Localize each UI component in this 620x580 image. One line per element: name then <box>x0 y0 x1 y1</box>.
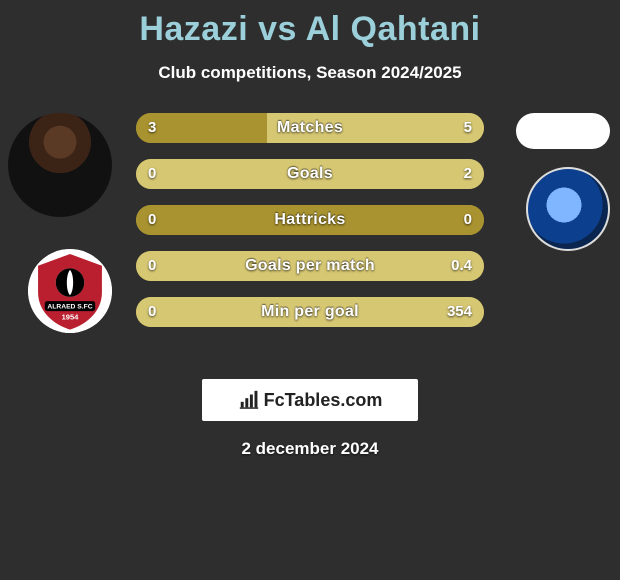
comparison-area: ALRAED S.FC 1954 3 5 Matches 0 2 Goals 0 0 Hattr… <box>0 113 620 373</box>
stat-row: 0 2 Goals <box>136 159 484 189</box>
player1-club-badge: ALRAED S.FC 1954 <box>28 249 112 333</box>
stat-value-right: 5 <box>464 113 472 143</box>
player2-flag <box>516 113 610 149</box>
stat-value-right: 354 <box>447 297 472 327</box>
stat-value-left: 0 <box>148 251 156 281</box>
player2-club-badge <box>526 167 610 251</box>
stat-label: Hattricks <box>274 211 345 228</box>
stat-value-left: 0 <box>148 205 156 235</box>
stat-row: 0 0 Hattricks <box>136 205 484 235</box>
stat-row: 0 354 Min per goal <box>136 297 484 327</box>
svg-text:1954: 1954 <box>62 313 80 322</box>
svg-text:ALRAED S.FC: ALRAED S.FC <box>47 304 92 311</box>
stat-row: 0 0.4 Goals per match <box>136 251 484 281</box>
stat-bars: 3 5 Matches 0 2 Goals 0 0 Hattricks 0 0.4 Goals per… <box>136 113 484 343</box>
stat-label: Goals <box>287 165 333 182</box>
branding-badge[interactable]: FcTables.com <box>202 379 418 421</box>
subtitle: Club competitions, Season 2024/2025 <box>0 63 620 83</box>
stat-label: Goals per match <box>245 257 375 274</box>
stat-label: Matches <box>277 119 343 136</box>
player1-photo <box>8 113 112 217</box>
stat-value-right: 0.4 <box>451 251 472 281</box>
stat-row: 3 5 Matches <box>136 113 484 143</box>
bar-chart-icon <box>238 389 260 411</box>
stat-value-left: 0 <box>148 297 156 327</box>
stat-value-left: 3 <box>148 113 156 143</box>
stat-value-left: 0 <box>148 159 156 189</box>
branding-text: FcTables.com <box>264 390 383 411</box>
stat-label: Min per goal <box>261 303 359 320</box>
stat-value-right: 2 <box>464 159 472 189</box>
page-title: Hazazi vs Al Qahtani <box>0 0 620 49</box>
date-label: 2 december 2024 <box>0 439 620 459</box>
stat-value-right: 0 <box>464 205 472 235</box>
